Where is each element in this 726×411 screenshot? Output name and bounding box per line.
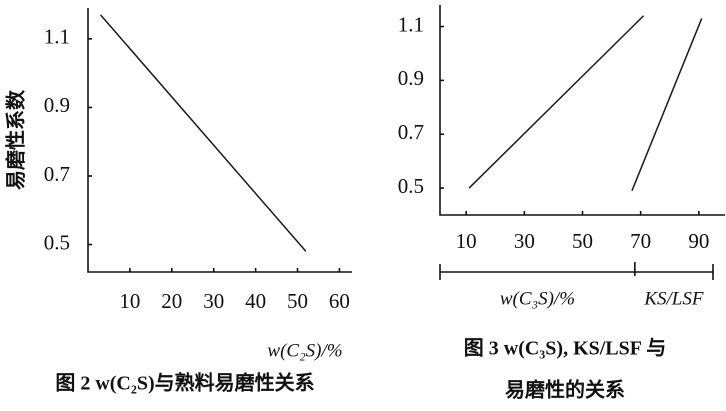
- y-tick-label: 0.5: [44, 230, 70, 254]
- axes: [87, 8, 352, 273]
- x-tick-label: 50: [287, 289, 308, 313]
- data-line: [631, 18, 703, 192]
- x-tick-label: 20: [161, 289, 182, 313]
- x-tick-label: 10: [456, 229, 477, 253]
- x-tick-label: 50: [572, 229, 593, 253]
- x-tick-label: 70: [630, 229, 651, 253]
- x-tick-label: 30: [203, 289, 224, 313]
- segment-label: w(C₃S)/%: [500, 288, 575, 309]
- y-tick-label: 1.1: [44, 25, 70, 49]
- y-tick-label: 0.9: [44, 93, 70, 117]
- x-tick-label: 60: [329, 289, 350, 313]
- data-line: [468, 15, 645, 189]
- y-tick-label: 0.9: [398, 66, 424, 90]
- y-axis-label: 易磨性系数: [4, 89, 28, 190]
- y-tick-label: 0.7: [44, 162, 70, 186]
- x-tick-label: 90: [688, 229, 709, 253]
- axes: [439, 5, 725, 216]
- x-tick-label: 40: [245, 289, 266, 313]
- caption: 图 2 w(C₂S)与熟料易磨性关系: [55, 371, 314, 395]
- segment-label: KS/LSF: [643, 288, 704, 309]
- caption: 图 3 w(C₃S), KS/LSF 与: [464, 337, 667, 360]
- caption: 易磨性的关系: [505, 378, 625, 402]
- x-tick-label: 30: [514, 229, 535, 253]
- y-tick-label: 0.5: [398, 174, 424, 198]
- x-axis-label: w(C₂S)/%: [267, 340, 342, 361]
- data-line: [100, 14, 307, 252]
- y-tick-label: 0.7: [398, 120, 424, 144]
- y-tick-label: 1.1: [398, 12, 424, 36]
- x-tick-label: 10: [119, 289, 140, 313]
